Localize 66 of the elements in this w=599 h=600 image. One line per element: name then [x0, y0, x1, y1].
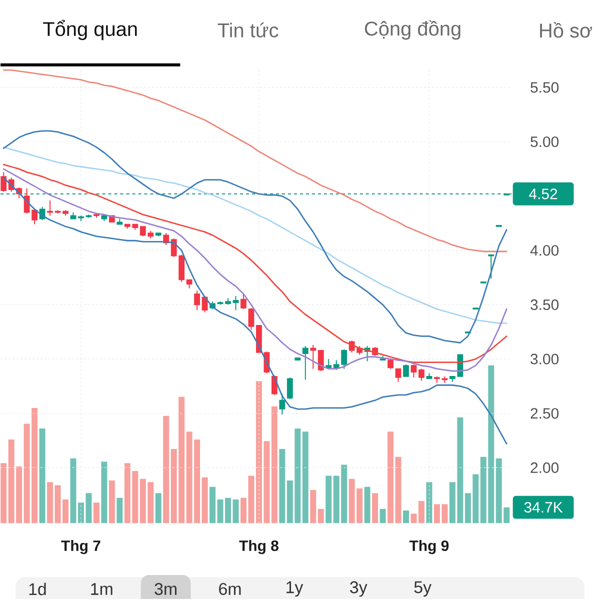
- bar: [318, 508, 324, 524]
- y-tick-label: 3.00: [530, 354, 558, 364]
- y-tick-label: 5.50: [530, 82, 558, 93]
- text: 5y: [414, 581, 432, 597]
- bar: [426, 482, 432, 524]
- x-tick-label: Thg 7: [60, 540, 100, 554]
- text: 3y: [350, 581, 368, 597]
- text: Tin tức: [218, 22, 278, 38]
- bar: [387, 432, 394, 524]
- candlestick: [395, 368, 401, 382]
- bar: [0, 463, 6, 524]
- candlestick: [240, 293, 246, 310]
- y-tick-label: 2.00: [530, 462, 558, 473]
- bar: [155, 493, 162, 524]
- bar: [70, 458, 76, 524]
- candlestick: [0, 172, 6, 192]
- candlestick: [302, 346, 308, 380]
- bar: [232, 499, 239, 524]
- text: Hồ sơ: [540, 22, 592, 38]
- bar: [302, 432, 308, 524]
- y-tick-label: 5.00: [530, 136, 558, 148]
- text: 1m: [90, 583, 112, 595]
- bar: [46, 482, 53, 524]
- bar: [380, 508, 386, 524]
- candlestick: [46, 200, 53, 216]
- candlestick: [278, 393, 285, 415]
- text: 3m: [154, 582, 176, 595]
- candlestick: [286, 377, 293, 400]
- candlestick: [310, 344, 316, 370]
- bar: [271, 406, 278, 524]
- candlestick: [418, 368, 424, 382]
- bar: [410, 514, 416, 524]
- candlestick: [194, 290, 200, 311]
- candlestick: [318, 350, 324, 372]
- text: 34.7K: [524, 502, 562, 513]
- text: Tổng quan: [42, 20, 137, 40]
- bar: [325, 476, 332, 524]
- text: Cộng đồng: [364, 20, 460, 40]
- text: 6m: [218, 582, 240, 595]
- bar: [364, 486, 370, 524]
- candlestick: [248, 307, 254, 330]
- candlestick: [410, 364, 416, 378]
- candlestick: [402, 364, 409, 377]
- bar: [202, 477, 208, 524]
- text: 1d: [29, 582, 46, 596]
- y-tick-label: 3.50: [530, 299, 558, 310]
- bar: [209, 486, 216, 524]
- bar: [93, 502, 100, 524]
- bar: [100, 462, 107, 524]
- bar: [39, 428, 46, 524]
- text: 1y: [286, 581, 303, 597]
- x-tick-label: Thg 9: [409, 540, 448, 554]
- bar: [162, 416, 169, 524]
- y-tick-label: 2.50: [530, 408, 558, 419]
- bar: [402, 510, 409, 524]
- bar: [418, 501, 424, 524]
- bar: [116, 498, 122, 524]
- candlestick: [232, 296, 238, 311]
- bar: [108, 480, 115, 524]
- x-tick-label: Thg 8: [238, 540, 278, 554]
- bar: [278, 448, 285, 524]
- ref-line-label: 4.52: [528, 188, 557, 200]
- y-tick-label: 4.00: [530, 245, 558, 256]
- bar: [310, 490, 316, 524]
- bar: [395, 456, 402, 524]
- bar: [372, 493, 378, 524]
